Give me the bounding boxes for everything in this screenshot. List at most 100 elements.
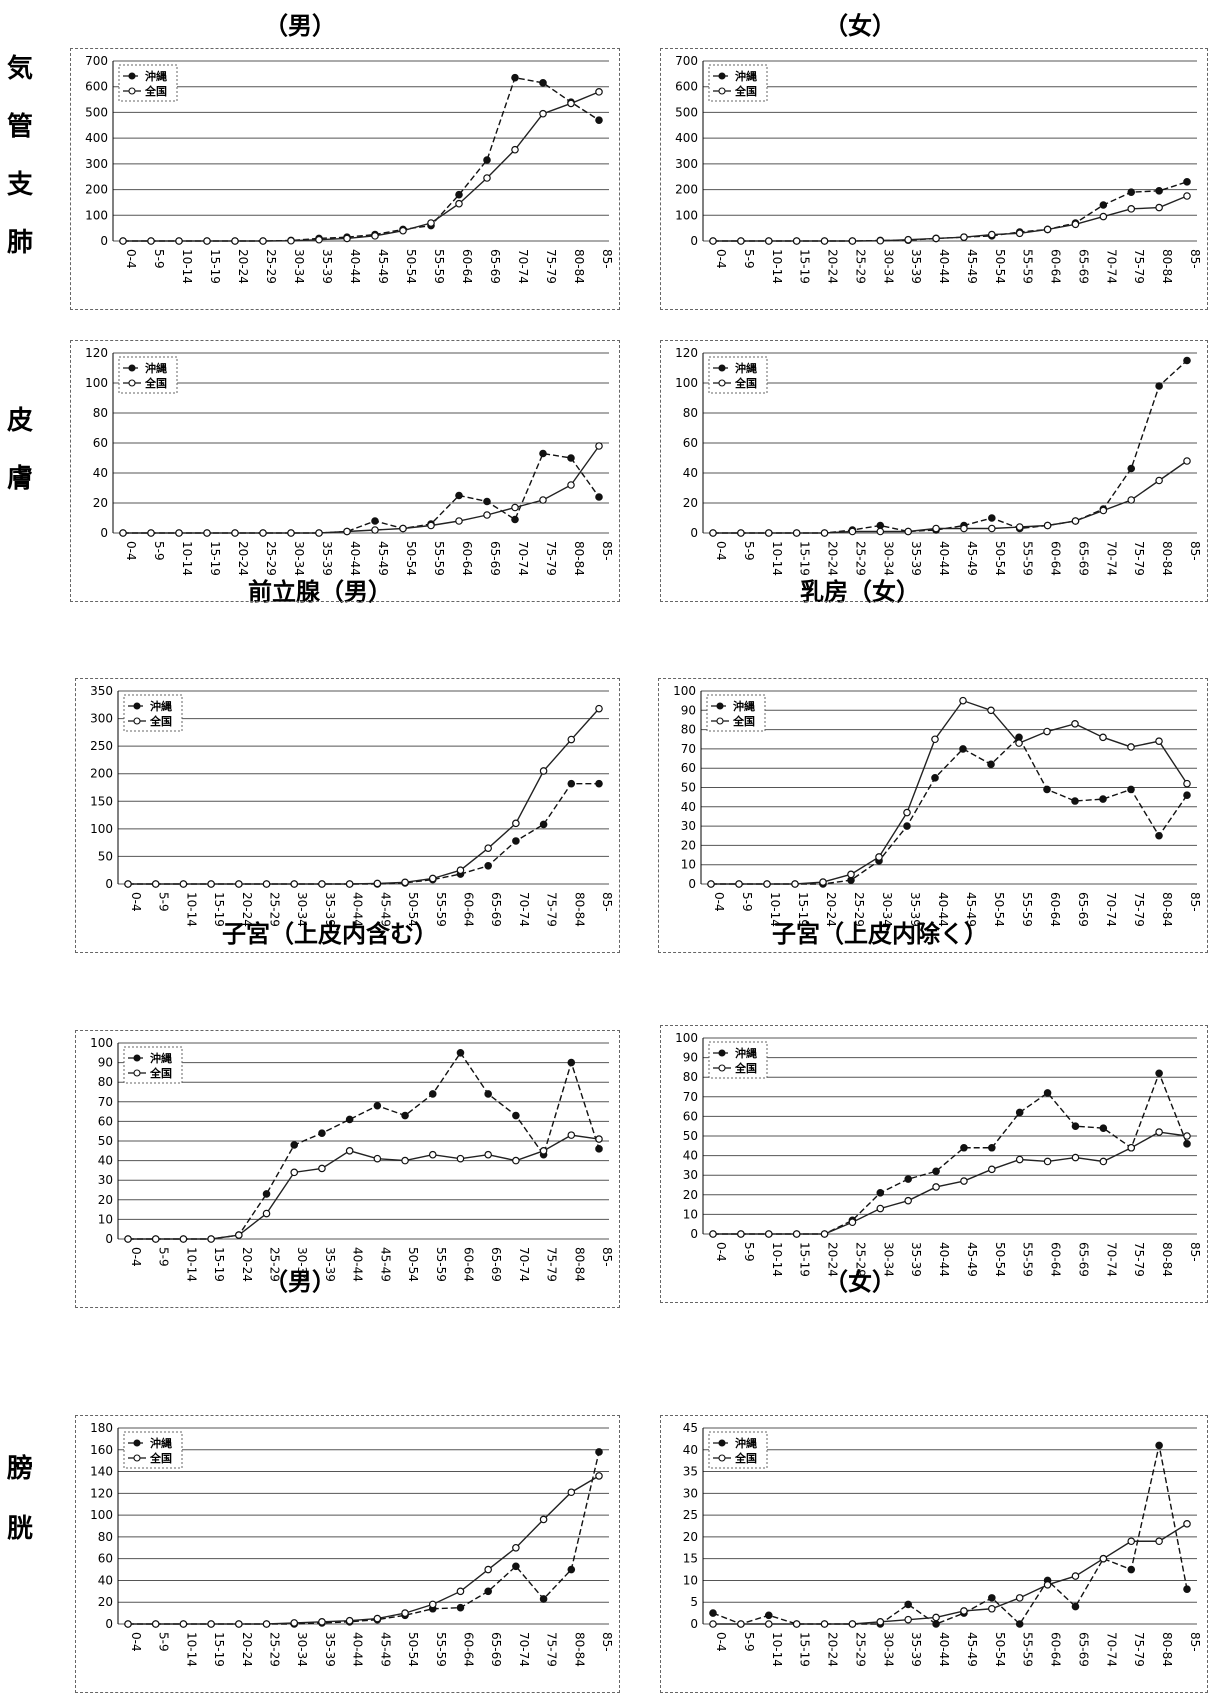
national-data-point [1015,1155,1024,1164]
national-data-point [791,880,799,888]
okinawa-data-point [1127,1565,1136,1574]
x-tick-label: 45-49 [965,249,979,284]
site-label-char: 支 [6,170,33,200]
x-tick-label: 20-24 [240,892,254,927]
x-tick-label: 70-74 [517,1247,531,1282]
national-data-point [932,524,940,533]
y-tick-label: 300 [85,157,108,171]
x-tick-label: 75-79 [1132,249,1146,284]
x-tick-label: 0-4 [129,1247,143,1267]
x-tick-label: 10-14 [180,249,194,284]
y-tick-label: 30 [683,1486,698,1500]
x-tick-label: 10-14 [770,541,784,576]
legend-okinawa-label: 沖縄 [150,1436,172,1450]
site-label-char: 膀 [6,1454,33,1484]
national-data-point [1127,743,1135,751]
x-tick-label: 40-44 [348,541,362,576]
okinawa-data-point [931,774,939,782]
okinawa-data-point [764,1611,773,1620]
y-tick-label: 80 [93,406,108,420]
x-tick-label: 85- [600,1632,614,1652]
x-tick-label: 80-84 [1160,1242,1174,1277]
y-tick-label: 20 [683,1188,698,1202]
national-data-point [1043,727,1051,736]
y-tick-label: 100 [90,1036,113,1050]
legend-okinawa-marker [718,72,726,80]
y-tick-label: 0 [105,1617,113,1631]
okinawa-data-point [904,1600,912,1609]
y-tick-label: 80 [98,1075,113,1089]
x-tick-label: 30-34 [881,1632,895,1667]
x-tick-label: 35-39 [909,541,923,576]
x-tick-label: 55-59 [1020,892,1034,927]
legend-okinawa-label: 沖縄 [145,361,167,375]
national-data-point [456,1154,465,1163]
y-tick-label: 90 [681,703,696,717]
x-tick-label: 15-19 [212,1632,226,1667]
national-data-point [567,1488,576,1497]
site-label-char: 管 [6,112,33,142]
legend-national-label: 全国 [734,84,757,98]
national-data-point [455,199,463,208]
okinawa-data-point [373,1101,382,1110]
national-data-point [820,237,829,245]
y-tick-label: 200 [675,183,698,197]
y-tick-label: 30 [683,1168,698,1182]
x-tick-label: 20-24 [826,1242,840,1277]
okinawa-data-point [428,1090,437,1098]
national-data-point [371,232,379,240]
y-tick-label: 45 [683,1421,698,1435]
x-tick-label: 10-14 [770,249,784,284]
y-tick-label: 0 [690,1617,698,1631]
okinawa-data-point [567,779,576,788]
national-data-point [763,880,771,888]
x-tick-label: 10-14 [770,1242,784,1277]
okinawa-data-point [511,73,519,82]
national-data-point [1183,1132,1191,1140]
national-series-line [711,699,1188,885]
okinawa-series-line [712,1445,1188,1626]
x-tick-label: 30-34 [295,1632,309,1667]
y-tick-label: 20 [683,1530,698,1544]
x-tick-label: 65-69 [488,249,502,284]
legend-okinawa-label: 沖縄 [150,699,172,713]
y-tick-label: 50 [683,1129,698,1143]
x-tick-label: 0-4 [714,541,728,561]
national-data-point [764,1620,773,1628]
lung-female-chart: 0 100 200 300 400 500 600 700 0-4 5-9 10-14 15-19 20… [660,48,1208,310]
x-tick-label: 15-19 [796,892,810,927]
national-data-point [876,527,885,536]
national-data-point [290,1168,299,1177]
okinawa-data-point [512,1562,520,1571]
okinawa-data-point [1127,188,1136,196]
legend-okinawa-label: 沖縄 [150,1051,172,1065]
y-tick-label: 35 [683,1465,698,1479]
y-tick-label: 200 [85,183,108,197]
okinawa-data-point [483,497,491,506]
x-tick-label: 65-69 [1076,249,1090,284]
national-series-line [713,1131,1188,1235]
national-data-point [147,529,155,537]
okinawa-data-point [1099,1124,1108,1132]
x-tick-label: 60-64 [1049,541,1063,576]
x-tick-label: 35-39 [909,249,923,284]
national-data-point [1183,1520,1191,1528]
okinawa-data-point [709,1609,717,1617]
national-data-point [903,808,911,817]
national-data-point [931,735,939,744]
x-tick-label: 65-69 [488,541,502,576]
national-data-point [1071,220,1080,229]
x-tick-label: 10-14 [768,892,782,927]
x-tick-label: 70-74 [1104,249,1118,284]
legend-box [123,1431,183,1469]
legend-national-label: 全国 [732,714,755,728]
x-tick-label: 75-79 [545,1247,559,1282]
national-data-point [932,1183,940,1191]
okinawa-data-point [1043,1089,1052,1097]
national-data-point [709,1230,717,1238]
legend-okinawa-marker [133,1054,141,1062]
okinawa-data-point [1127,785,1135,794]
okinawa-data-point [567,1565,576,1574]
national-data-point [124,1235,132,1243]
